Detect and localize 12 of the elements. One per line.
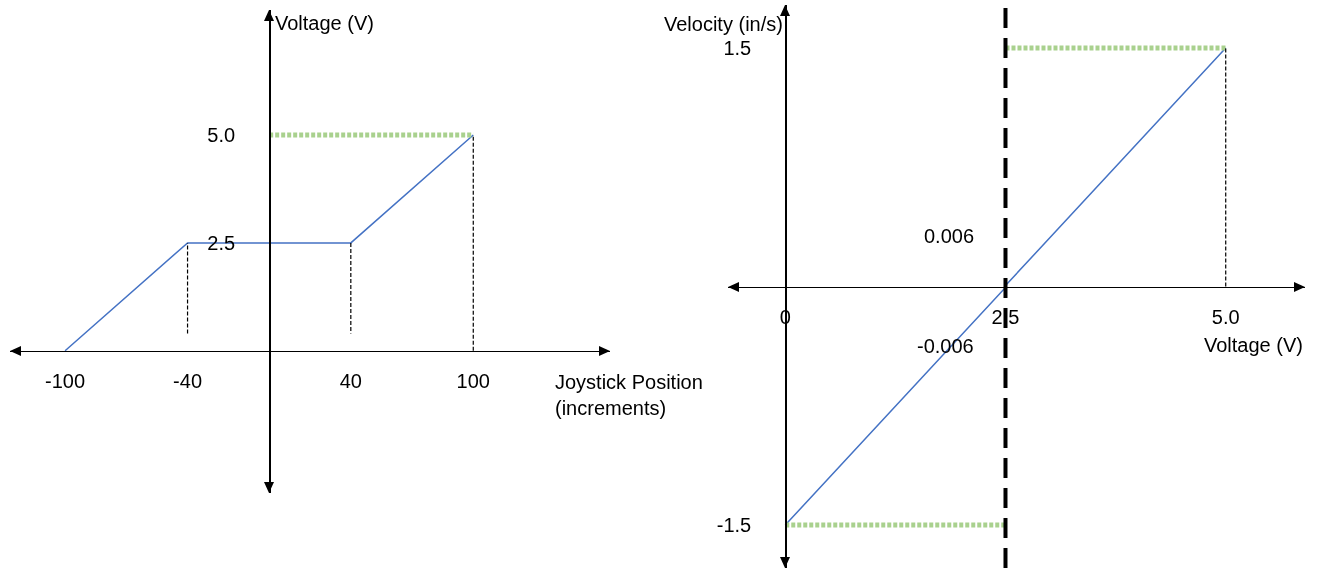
x-axis-title: Voltage (V) — [1204, 334, 1303, 356]
y-tick-label: 1.5 — [723, 36, 752, 59]
annotation: 0.006 — [924, 225, 975, 247]
x-tick-label: 5.0 — [1211, 306, 1240, 329]
x-axis-title: Joystick Position (increments) — [555, 371, 703, 419]
x-tick-label: -100 — [45, 370, 86, 393]
x-tick-label: -40 — [173, 370, 202, 393]
y-axis-title: Velocity (in/s) — [664, 13, 783, 35]
x-tick-label: 100 — [456, 370, 490, 393]
x-tick-label: 40 — [339, 370, 362, 393]
y-tick-label: -1.5 — [716, 514, 752, 537]
y-axis-title: Voltage (V) — [275, 12, 374, 34]
